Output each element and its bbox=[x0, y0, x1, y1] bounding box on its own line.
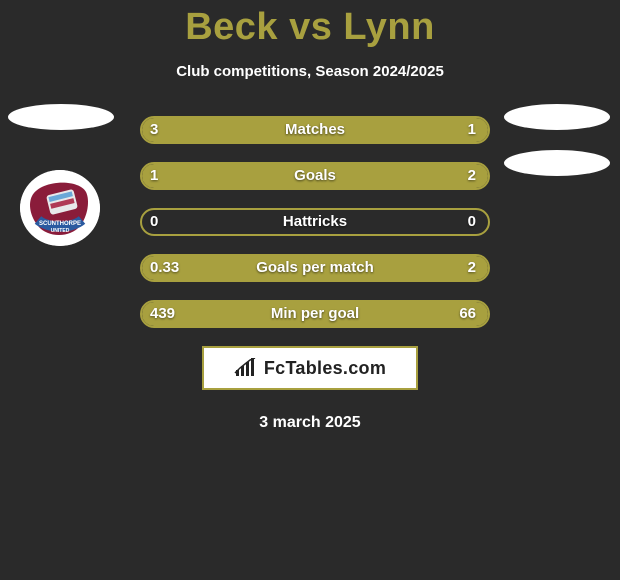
brand-text: FcTables.com bbox=[264, 358, 386, 379]
stat-row: Matches31 bbox=[0, 116, 620, 144]
stat-bar-right bbox=[443, 302, 488, 326]
comparison-card: Beck vs Lynn Club competitions, Season 2… bbox=[0, 6, 620, 432]
page-title: Beck vs Lynn bbox=[0, 6, 620, 49]
date-line: 3 march 2025 bbox=[0, 414, 620, 432]
stat-bar-left bbox=[142, 302, 443, 326]
stat-row: Min per goal43966 bbox=[0, 300, 620, 328]
stat-bar-right bbox=[256, 164, 488, 188]
stat-row: Goals12 bbox=[0, 162, 620, 190]
stat-bar-left bbox=[142, 118, 402, 142]
stat-row: Goals per match0.332 bbox=[0, 254, 620, 282]
brand-box[interactable]: FcTables.com bbox=[202, 346, 418, 390]
stats-area: SCUNTHORPE UNITED Matches31Goals12Hattri… bbox=[0, 116, 620, 328]
stat-bar-right bbox=[402, 118, 489, 142]
stat-bar-left bbox=[142, 164, 256, 188]
stat-bar-left bbox=[142, 256, 190, 280]
stat-bar-track bbox=[140, 116, 490, 144]
subtitle: Club competitions, Season 2024/2025 bbox=[0, 63, 620, 80]
bar-chart-icon bbox=[234, 358, 258, 378]
stat-bar-track bbox=[140, 300, 490, 328]
stat-bar-track bbox=[140, 162, 490, 190]
stat-bar-track bbox=[140, 254, 490, 282]
stat-bar-track bbox=[140, 208, 490, 236]
stat-row: Hattricks00 bbox=[0, 208, 620, 236]
stat-bar-right bbox=[190, 256, 488, 280]
